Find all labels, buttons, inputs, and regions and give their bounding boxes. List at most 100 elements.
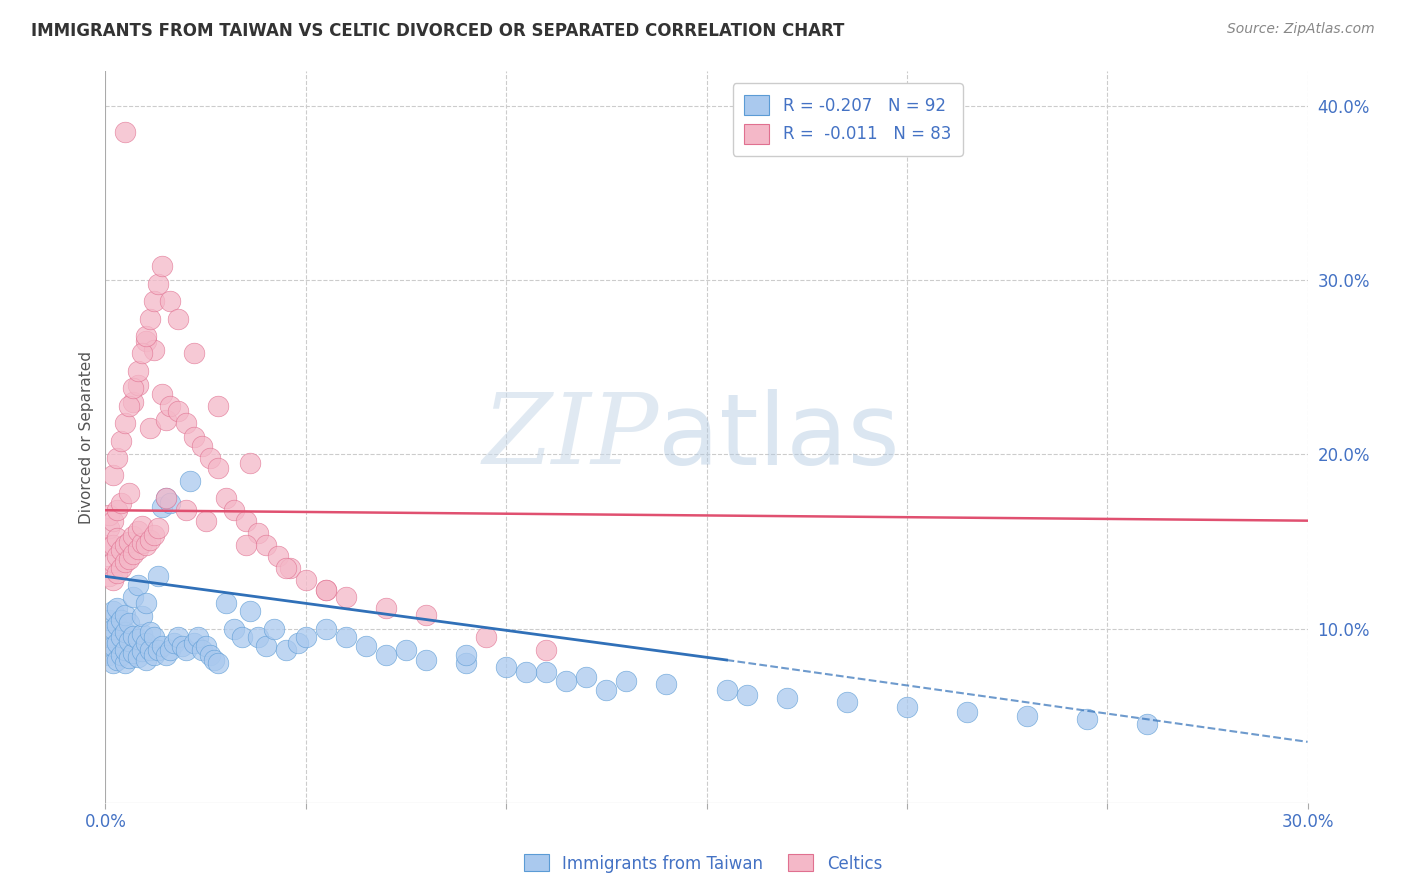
Point xyxy=(98,538,121,552)
Point xyxy=(166,404,188,418)
Point xyxy=(110,648,132,662)
Point xyxy=(110,434,132,448)
Point xyxy=(159,642,181,657)
Point xyxy=(142,631,165,645)
Point xyxy=(374,600,398,615)
Point xyxy=(135,334,157,349)
Point xyxy=(103,657,125,671)
Point xyxy=(110,631,132,645)
Point xyxy=(131,536,153,550)
Point xyxy=(454,657,477,671)
Point xyxy=(142,343,165,357)
Point xyxy=(515,665,537,680)
Point xyxy=(198,450,221,465)
Point xyxy=(118,534,141,549)
Point xyxy=(138,642,160,657)
Point xyxy=(142,294,165,309)
Point xyxy=(114,416,136,430)
Point xyxy=(254,639,277,653)
Point xyxy=(135,538,157,552)
Point xyxy=(127,364,149,378)
Text: IMMIGRANTS FROM TAIWAN VS CELTIC DIVORCED OR SEPARATED CORRELATION CHART: IMMIGRANTS FROM TAIWAN VS CELTIC DIVORCE… xyxy=(31,22,845,40)
Point xyxy=(150,386,173,401)
Point xyxy=(295,631,318,645)
Point xyxy=(155,412,177,426)
Point xyxy=(475,631,498,645)
Point xyxy=(107,653,129,667)
Point xyxy=(278,560,301,574)
Point xyxy=(122,381,145,395)
Point xyxy=(98,521,121,535)
Point xyxy=(98,648,121,662)
Point xyxy=(231,631,253,645)
Point xyxy=(415,607,437,622)
Point xyxy=(159,399,181,413)
Point xyxy=(131,609,153,624)
Point xyxy=(170,639,193,653)
Point xyxy=(150,639,173,653)
Point xyxy=(896,700,918,714)
Point xyxy=(179,474,201,488)
Point xyxy=(122,547,145,561)
Point xyxy=(222,503,245,517)
Point xyxy=(194,514,217,528)
Point xyxy=(98,508,121,523)
Point xyxy=(354,639,377,653)
Point xyxy=(287,635,309,649)
Legend: Immigrants from Taiwan, Celtics: Immigrants from Taiwan, Celtics xyxy=(517,847,889,880)
Point xyxy=(142,527,165,541)
Point xyxy=(138,421,160,435)
Point xyxy=(110,560,132,574)
Point xyxy=(98,613,121,627)
Point xyxy=(103,538,125,552)
Point xyxy=(118,616,141,631)
Point xyxy=(1136,717,1159,731)
Point xyxy=(415,653,437,667)
Point xyxy=(235,514,257,528)
Point xyxy=(155,648,177,662)
Point xyxy=(98,631,121,645)
Point xyxy=(159,496,181,510)
Legend: R = -0.207   N = 92, R =  -0.011   N = 83: R = -0.207 N = 92, R = -0.011 N = 83 xyxy=(733,83,963,156)
Point xyxy=(103,556,125,570)
Point xyxy=(103,604,125,618)
Point xyxy=(103,639,125,653)
Point xyxy=(555,673,578,688)
Point xyxy=(107,503,129,517)
Point xyxy=(183,346,205,360)
Point xyxy=(222,622,245,636)
Point xyxy=(118,399,141,413)
Point xyxy=(395,642,418,657)
Point xyxy=(174,503,197,517)
Point xyxy=(274,642,297,657)
Point xyxy=(110,543,132,558)
Point xyxy=(127,632,149,646)
Point xyxy=(315,583,337,598)
Point xyxy=(534,665,557,680)
Point xyxy=(118,485,141,500)
Point xyxy=(155,491,177,505)
Point xyxy=(103,622,125,636)
Point xyxy=(616,673,638,688)
Point xyxy=(118,633,141,648)
Point xyxy=(135,595,157,609)
Point xyxy=(114,125,136,139)
Point xyxy=(107,635,129,649)
Point xyxy=(274,560,297,574)
Point xyxy=(114,642,136,657)
Point xyxy=(162,635,184,649)
Point xyxy=(131,519,153,533)
Point xyxy=(655,677,678,691)
Point xyxy=(735,688,758,702)
Point xyxy=(142,648,165,662)
Point xyxy=(122,529,145,543)
Point xyxy=(159,294,181,309)
Point xyxy=(235,538,257,552)
Point xyxy=(956,705,979,719)
Point xyxy=(335,591,357,605)
Point xyxy=(776,691,799,706)
Point xyxy=(114,556,136,570)
Point xyxy=(150,500,173,514)
Point xyxy=(131,346,153,360)
Point xyxy=(575,670,598,684)
